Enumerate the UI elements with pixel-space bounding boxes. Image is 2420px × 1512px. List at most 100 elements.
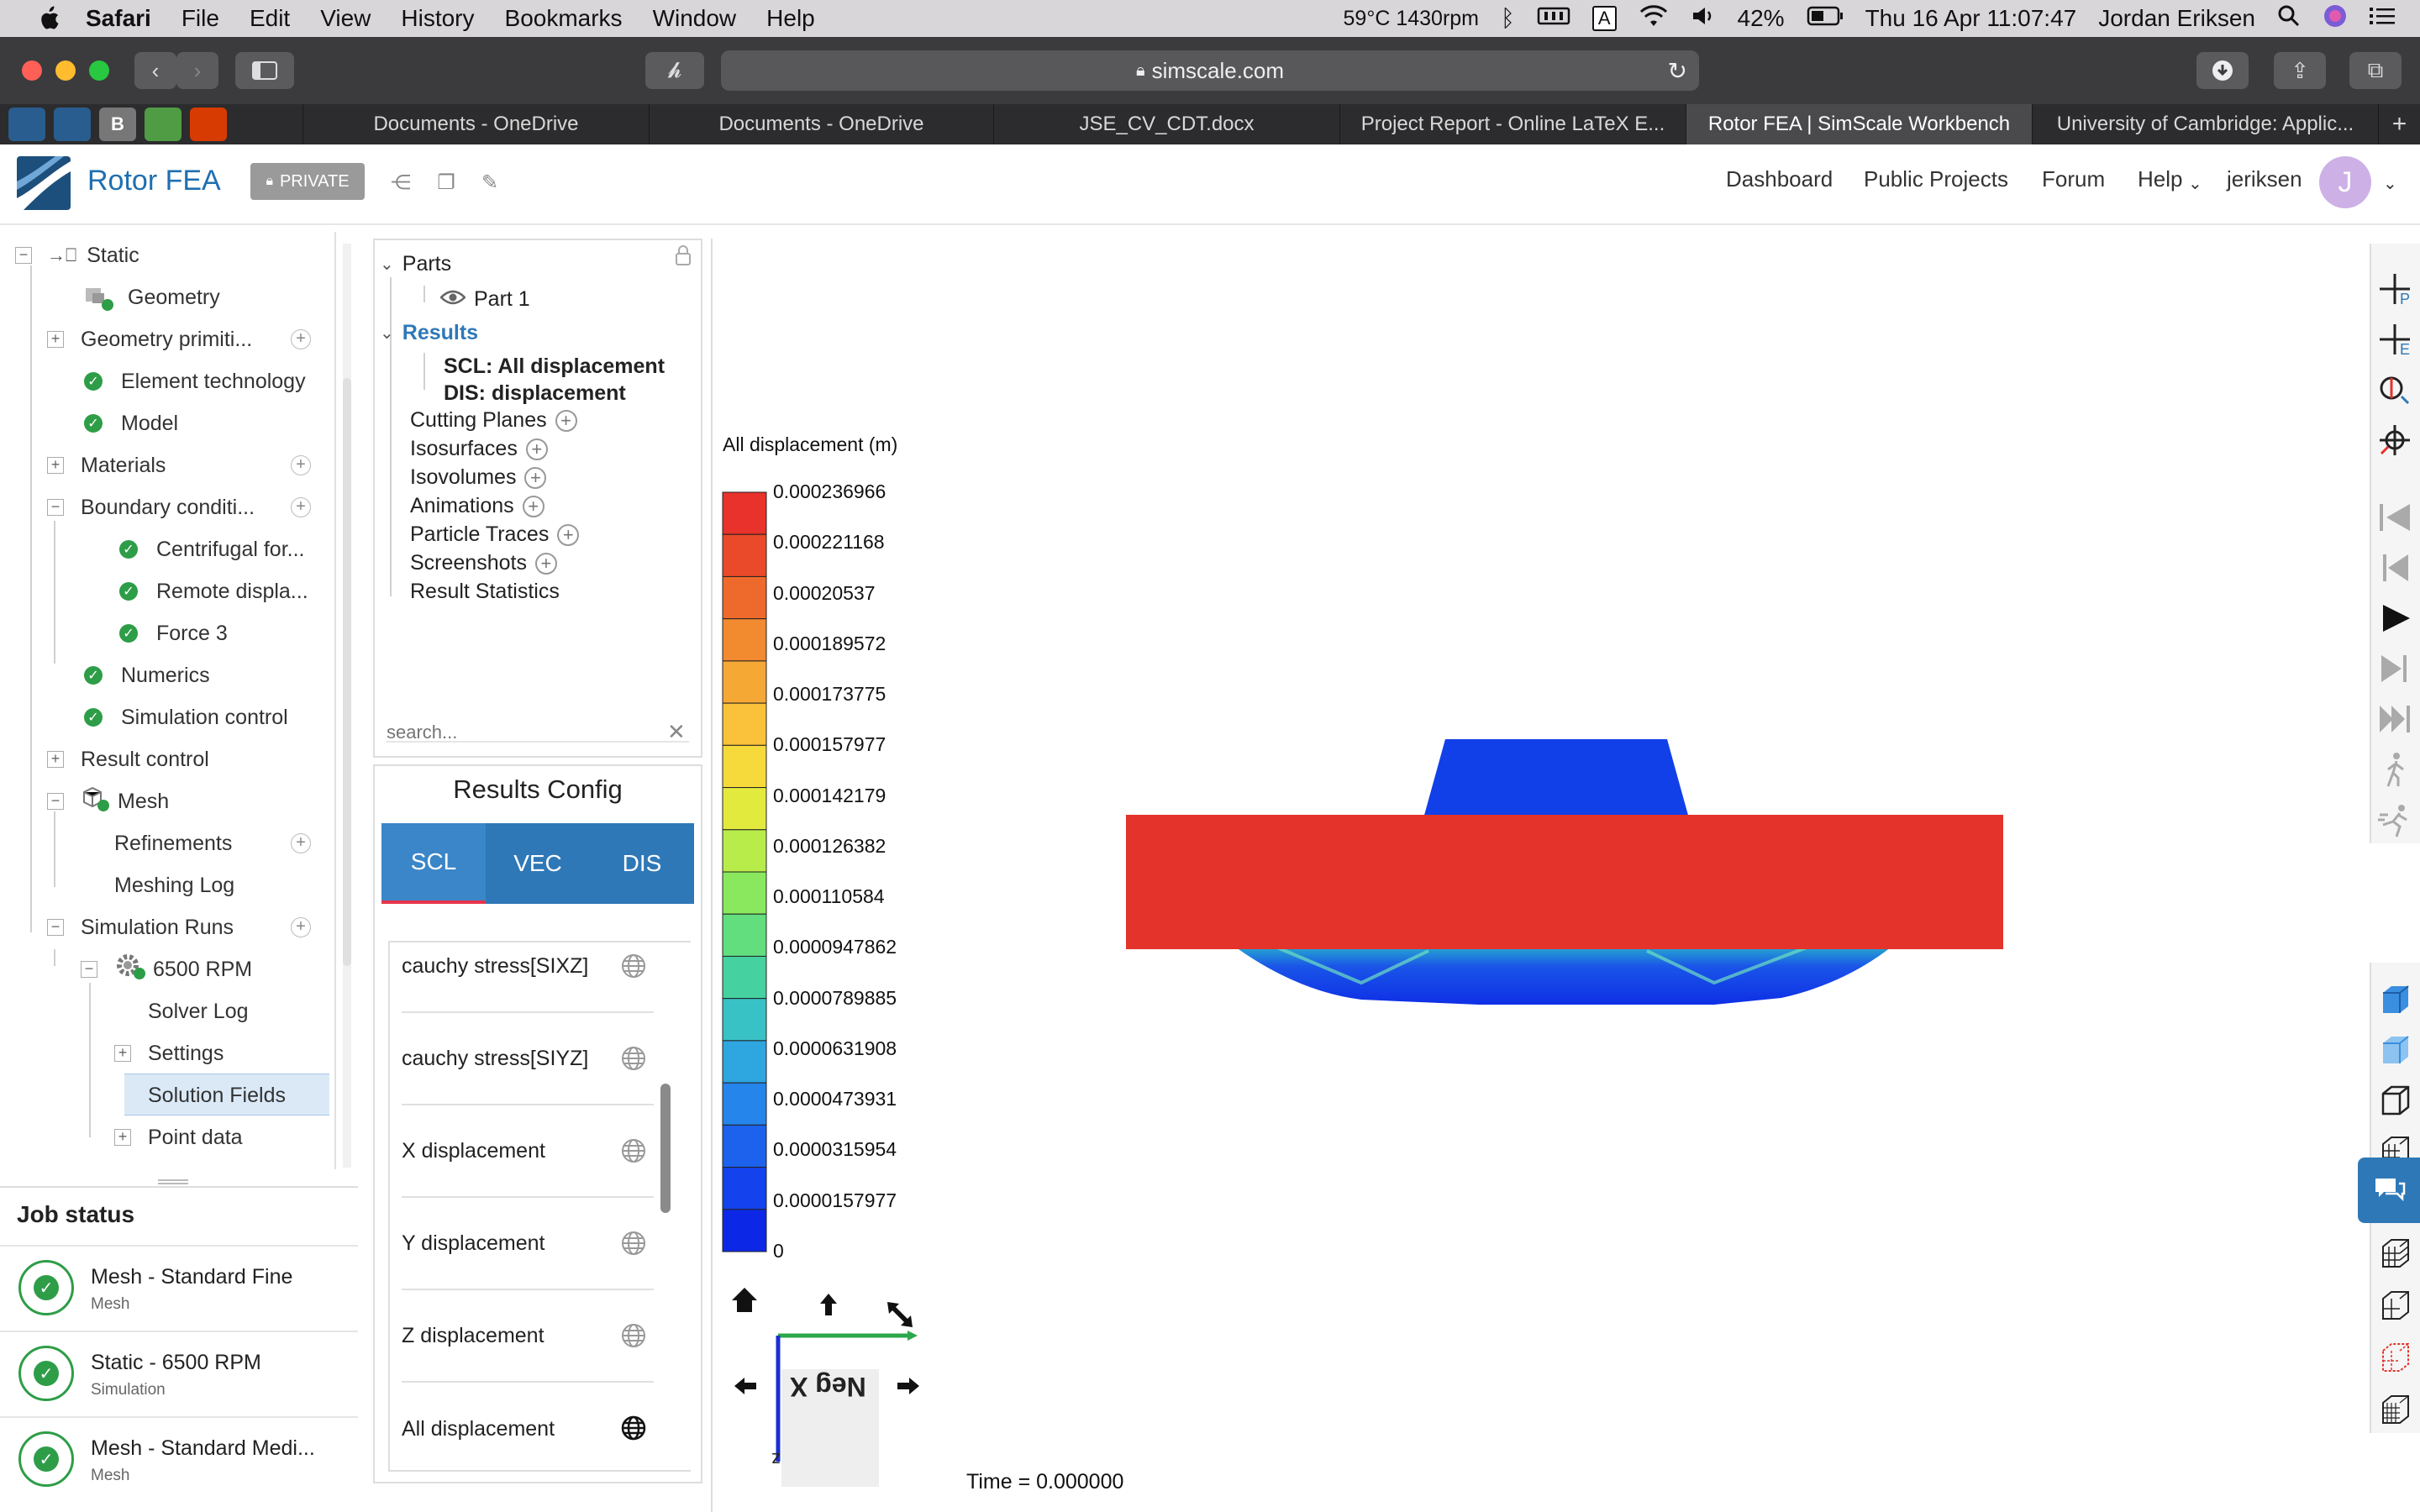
tree-item-element-technology[interactable]: ✓ Element technology [84, 361, 306, 402]
isovolumes-node[interactable]: Isovolumes + [410, 465, 547, 490]
tree-item-boundary-conditions[interactable]: Boundary conditi... [81, 487, 255, 528]
outline-view-icon[interactable] [2375, 1080, 2415, 1121]
step-forward-icon[interactable] [2375, 648, 2415, 689]
tree-item-static[interactable]: →⎕ Static [47, 235, 139, 276]
field-item[interactable]: X displacement [402, 1105, 654, 1198]
tree-item-simulation-control[interactable]: ✓ Simulation control [84, 697, 288, 738]
part-1-node[interactable]: Part 1 [439, 287, 530, 312]
tree-item-refinements[interactable]: Refinements [114, 823, 232, 864]
field-item[interactable]: Z displacement [402, 1290, 654, 1383]
notification-center-icon[interactable] [2370, 5, 2395, 32]
tab-cv-docx[interactable]: JSE_CV_CDT.docx [993, 104, 1339, 144]
tree-item-solver-log[interactable]: Solver Log [148, 991, 249, 1032]
nav-help[interactable]: Help [2138, 166, 2183, 192]
skip-to-start-icon[interactable] [2375, 497, 2415, 538]
forward-button[interactable]: › [176, 52, 218, 89]
menu-history[interactable]: History [401, 5, 475, 31]
tab-scl[interactable]: SCL [381, 823, 486, 904]
field-item[interactable]: Y displacement [402, 1198, 654, 1290]
globe-icon[interactable] [620, 1322, 647, 1349]
point-data-expand-toggle[interactable]: + [114, 1129, 131, 1146]
geometry-primitives-expand-toggle[interactable]: + [47, 331, 64, 348]
pinned-tab-b[interactable]: B [99, 108, 136, 141]
job-item[interactable]: ✓ Mesh - Standard Fine Mesh [0, 1245, 358, 1329]
tree-item-numerics[interactable]: ✓ Numerics [84, 655, 210, 696]
tab-cambridge[interactable]: University of Cambridge: Applic... [2032, 104, 2378, 144]
static-collapse-toggle[interactable]: − [15, 247, 32, 264]
pick-element-icon[interactable]: E [2375, 319, 2415, 360]
add-refinement-icon[interactable]: + [291, 833, 311, 853]
wifi-icon[interactable] [1639, 4, 1669, 34]
run-6500-collapse-toggle[interactable]: − [81, 961, 97, 978]
materials-expand-toggle[interactable]: + [47, 457, 64, 474]
result-control-expand-toggle[interactable]: + [47, 751, 64, 768]
boundary-conditions-collapse-toggle[interactable]: − [47, 499, 64, 516]
job-item[interactable]: ✓ Mesh - Standard Medi... Mesh [0, 1416, 358, 1500]
close-window-button[interactable] [22, 60, 42, 81]
pinned-tab-overleaf[interactable] [145, 108, 182, 141]
solid-view-icon[interactable] [2375, 979, 2415, 1020]
pinned-tab-simscale-1[interactable] [8, 108, 45, 141]
reload-icon[interactable]: ↻ [1667, 57, 1687, 84]
pick-point-icon[interactable]: P [2375, 269, 2415, 309]
add-particle-trace-icon[interactable]: + [557, 523, 580, 546]
share-project-icon[interactable]: ⋲ [391, 171, 411, 194]
tree-scrollbar-thumb[interactable] [343, 378, 351, 966]
measure-icon[interactable] [2375, 370, 2415, 410]
results-node[interactable]: ⌄ Results [380, 321, 478, 345]
surface-mesh-icon[interactable] [2375, 1389, 2415, 1430]
add-material-icon[interactable]: + [291, 455, 311, 475]
battery-percent[interactable]: 42% [1737, 5, 1785, 31]
volume-icon[interactable] [1691, 4, 1716, 34]
tree-item-geometry[interactable]: Geometry [84, 277, 220, 318]
downloads-icon[interactable] [2196, 52, 2249, 89]
tree-item-meshing-log[interactable]: Meshing Log [114, 865, 234, 906]
tree-item-6500-rpm[interactable]: 6500 RPM [114, 949, 252, 990]
globe-icon[interactable] [620, 1045, 647, 1072]
run-speed-icon[interactable] [2375, 800, 2415, 840]
step-back-icon[interactable] [2375, 548, 2415, 588]
tab-dis[interactable]: DIS [622, 850, 662, 876]
menu-bookmarks[interactable]: Bookmarks [504, 5, 623, 31]
tree-item-model[interactable]: ✓ Model [84, 403, 178, 444]
parts-node[interactable]: ⌄ Parts [380, 252, 451, 276]
simulation-runs-collapse-toggle[interactable]: − [47, 919, 64, 936]
play-icon[interactable] [2375, 598, 2415, 638]
tree-search-input[interactable] [387, 716, 655, 749]
add-boundary-condition-icon[interactable]: + [291, 497, 311, 517]
particle-traces-node[interactable]: Particle Traces + [410, 522, 580, 547]
back-button[interactable]: ‹ [134, 52, 176, 89]
tab-vec[interactable]: VEC [513, 850, 562, 876]
tree-item-remote-displacement[interactable]: ✓ Remote displa... [119, 571, 308, 612]
copy-project-icon[interactable]: ❐ [437, 171, 455, 194]
menu-app[interactable]: Safari [86, 5, 151, 31]
extension-icon[interactable]: 𝓱 [645, 52, 704, 89]
nav-dashboard[interactable]: Dashboard [1726, 166, 1833, 192]
edges-view-icon[interactable] [2375, 1285, 2415, 1326]
add-isovolume-icon[interactable]: + [524, 466, 547, 489]
tree-item-solution-fields[interactable]: Solution Fields [148, 1075, 286, 1116]
settings-expand-toggle[interactable]: + [114, 1045, 131, 1062]
clear-search-icon[interactable]: ✕ [667, 719, 686, 744]
sidebar-toggle-icon[interactable] [235, 52, 294, 89]
rotate-right-arrow-icon[interactable] [896, 1374, 921, 1402]
tree-item-simulation-runs[interactable]: Simulation Runs [81, 907, 234, 948]
clock[interactable]: Thu 16 Apr 11:07:47 [1865, 5, 2077, 31]
minimize-window-button[interactable] [55, 60, 76, 81]
tree-item-result-control[interactable]: Result control [81, 739, 209, 780]
menu-file[interactable]: File [181, 5, 219, 31]
help-chevron-down-icon[interactable]: ⌄ [2188, 175, 2202, 193]
chat-support-button[interactable] [2358, 1158, 2420, 1223]
temp-status[interactable]: 59°C 1430rpm [1343, 6, 1480, 30]
menu-edit[interactable]: Edit [249, 5, 291, 31]
rotor-model[interactable] [1109, 731, 2025, 1016]
view-cube-label[interactable]: Neg X [790, 1372, 866, 1402]
skip-to-end-icon[interactable] [2375, 699, 2415, 739]
tree-item-geometry-primitives[interactable]: Geometry primiti... [81, 319, 252, 360]
memory-icon[interactable] [1537, 5, 1570, 33]
isosurfaces-node[interactable]: Isosurfaces + [410, 437, 548, 461]
tree-item-mesh[interactable]: Mesh [81, 781, 169, 822]
screenshots-node[interactable]: Screenshots + [410, 551, 557, 575]
rotate-left-arrow-icon[interactable] [733, 1374, 758, 1402]
target-crosshair-icon[interactable] [2375, 420, 2415, 460]
